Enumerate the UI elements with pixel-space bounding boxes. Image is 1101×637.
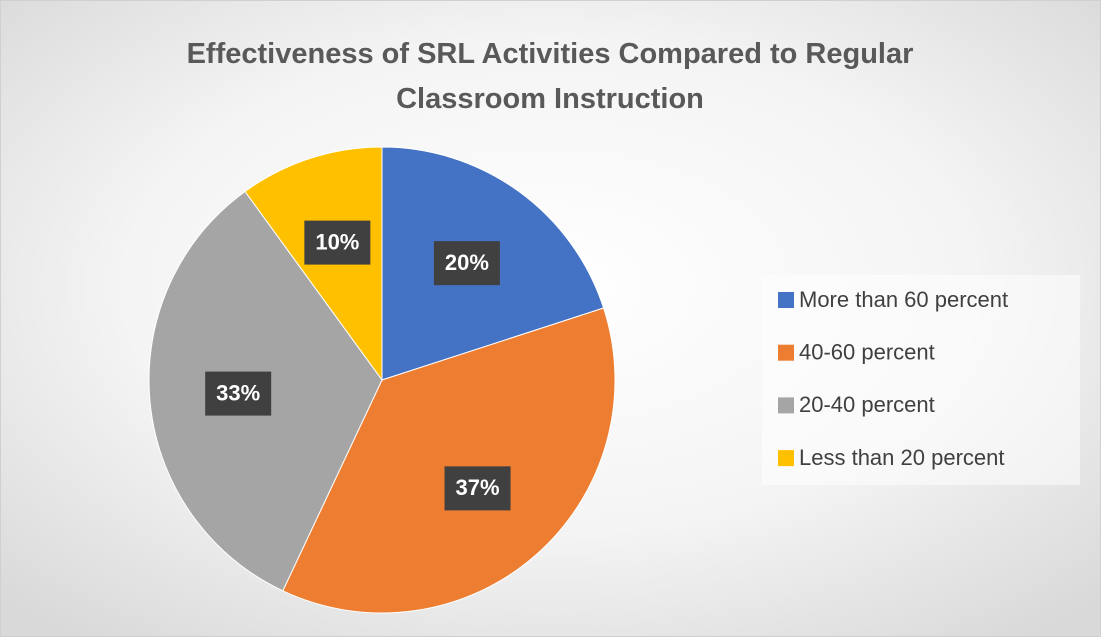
data-label-box bbox=[304, 220, 371, 265]
data-label: 33% bbox=[216, 380, 260, 405]
data-label-box bbox=[205, 371, 272, 416]
legend-swatch bbox=[778, 397, 794, 414]
chart-title: Effectiveness of SRL Activities Compared… bbox=[187, 38, 914, 115]
legend-swatch bbox=[778, 344, 794, 361]
data-label-box bbox=[433, 241, 500, 286]
pie-slice bbox=[282, 307, 616, 614]
legend-label: Less than 20 percent bbox=[799, 445, 1004, 470]
data-label: 20% bbox=[445, 250, 489, 275]
legend-box bbox=[762, 275, 1080, 485]
legend-swatch bbox=[778, 292, 794, 308]
data-label-box bbox=[444, 466, 511, 511]
legend-label: 40-60 percent bbox=[799, 340, 935, 365]
legend-label: More than 60 percent bbox=[799, 287, 1008, 312]
legend-label: 20-40 percent bbox=[799, 392, 935, 417]
legend-swatch bbox=[778, 450, 794, 467]
data-label: 37% bbox=[456, 475, 500, 500]
data-label: 10% bbox=[315, 229, 359, 254]
